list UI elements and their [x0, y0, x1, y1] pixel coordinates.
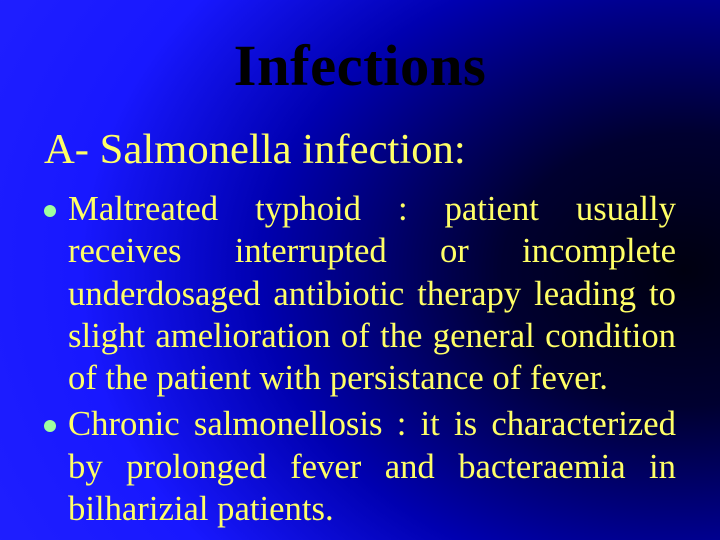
bullet-list: Maltreated typhoid : patient usually rec…: [44, 188, 676, 530]
bullet-text: Chronic salmonellosis : it is characteri…: [68, 405, 676, 528]
bullet-text: Maltreated typhoid : patient usually rec…: [68, 190, 676, 397]
slide: Infections A- Salmonella infection: Malt…: [0, 0, 720, 540]
bullet-icon: [44, 420, 56, 432]
bullet-icon: [44, 205, 56, 217]
list-item: Chronic salmonellosis : it is characteri…: [44, 403, 676, 530]
list-item: Maltreated typhoid : patient usually rec…: [44, 188, 676, 399]
slide-title: Infections: [44, 0, 676, 125]
slide-subheading: A- Salmonella infection:: [44, 125, 676, 188]
